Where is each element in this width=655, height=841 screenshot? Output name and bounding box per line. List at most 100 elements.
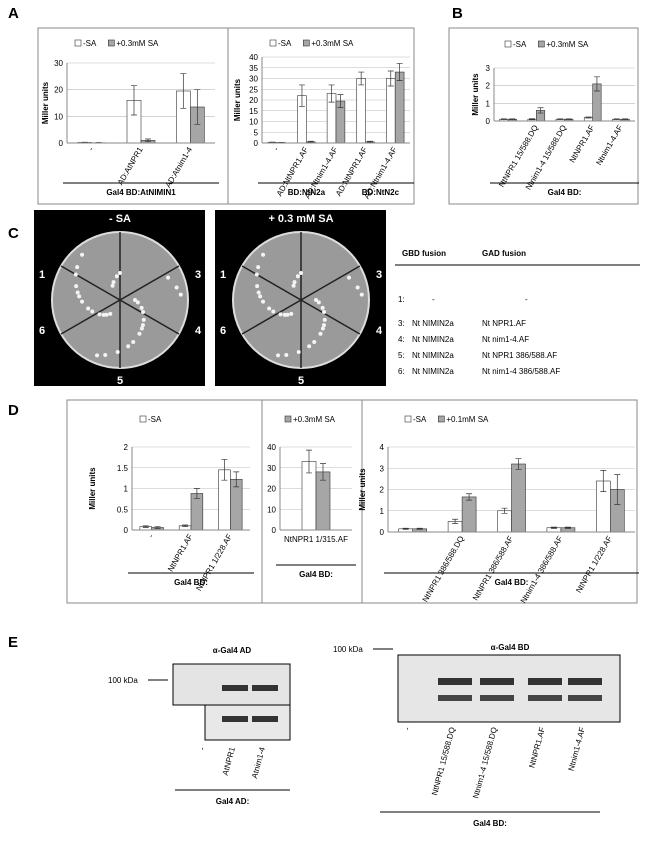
colony <box>322 310 327 315</box>
bar <box>190 493 204 531</box>
legend-swatch <box>504 40 512 48</box>
colony <box>75 290 80 295</box>
colony <box>118 271 122 275</box>
lane-label: Ntnim1-4 15/588.DQ <box>471 726 499 799</box>
y-axis-label: Miller units <box>41 81 50 124</box>
error-bar <box>328 84 335 103</box>
error-bar <box>452 518 459 524</box>
sector-number: 3 <box>195 269 201 281</box>
x-tick-label: Ntnim1-4 386/588.AF <box>519 534 565 604</box>
blot <box>172 663 291 706</box>
y-tick-label: 25 <box>249 85 258 94</box>
colony <box>261 252 266 257</box>
colony <box>284 353 289 358</box>
error-bar <box>358 71 365 86</box>
legend-label: +0.3mM SA <box>311 39 354 48</box>
error-bar <box>142 525 149 528</box>
error-bar <box>565 118 572 120</box>
error-bar <box>306 449 312 474</box>
y-tick-label: 2 <box>380 486 385 495</box>
bar <box>497 510 512 533</box>
y-tick-label: 10 <box>249 118 258 127</box>
colony <box>73 272 78 277</box>
error-bar <box>402 527 409 530</box>
legend-swatch <box>108 39 115 47</box>
colony <box>166 275 171 280</box>
panel-d-box <box>66 399 638 604</box>
plate-title: - SA <box>109 213 131 225</box>
legend-label: -SA <box>148 415 162 424</box>
sector-line <box>300 265 361 301</box>
y-tick-label: 15 <box>249 107 258 116</box>
colony <box>255 284 260 289</box>
colony <box>140 323 145 328</box>
y-tick-label: 30 <box>267 464 276 473</box>
colony <box>141 317 146 322</box>
y-tick-label: 0 <box>272 526 277 535</box>
y-tick-label: 0 <box>124 526 129 535</box>
y-axis-label: Miller units <box>471 73 480 116</box>
y-tick-label: 30 <box>249 75 258 84</box>
y-tick-label: 0 <box>254 139 259 148</box>
error-bar <box>600 470 607 492</box>
colony <box>321 323 326 328</box>
sector-number: 1 <box>39 269 45 281</box>
y-tick-label: 20 <box>267 485 276 494</box>
colony <box>178 292 183 297</box>
colony <box>256 265 261 270</box>
y-tick-label: 0 <box>59 139 64 148</box>
colony <box>103 353 108 358</box>
colony <box>114 274 119 279</box>
x-tick-label: - <box>271 145 280 152</box>
error-bar <box>593 76 600 92</box>
colony <box>141 310 146 315</box>
panel-a-box <box>37 27 415 205</box>
y-tick-label: 20 <box>54 86 63 95</box>
y-tick-label: 1 <box>124 485 129 494</box>
table-cell: Nt NIMIN2a <box>412 351 454 360</box>
y-axis-label: Miller units <box>88 467 97 510</box>
panel-label: D <box>8 402 19 419</box>
error-bar <box>585 116 592 119</box>
table-cell: 6: <box>398 367 405 376</box>
colony <box>314 298 318 302</box>
panel-b-box <box>448 27 639 205</box>
error-bar <box>557 118 564 120</box>
colony <box>296 349 301 354</box>
table-cell: Nt NPR1 386/588.AF <box>482 351 557 360</box>
y-tick-label: 0 <box>380 528 385 537</box>
legend-swatch <box>438 415 445 423</box>
colony <box>90 309 95 314</box>
bar <box>511 463 526 533</box>
error-bar <box>500 118 507 120</box>
table-cell: Nt NIMIN2a <box>412 335 454 344</box>
error-bar <box>396 63 403 81</box>
x-tick-label: AD:AtNPR1 <box>116 145 145 187</box>
group-label: Gal4 BD:AtNIMIN1 <box>106 188 176 197</box>
error-bar <box>193 488 200 499</box>
colony <box>355 285 360 290</box>
error-bar <box>515 458 522 470</box>
legend-label: +0.3mM SA <box>546 40 589 49</box>
legend-swatch <box>303 39 310 47</box>
colony <box>267 306 272 311</box>
legend-swatch <box>404 415 412 423</box>
colony <box>291 283 296 288</box>
colony <box>135 300 140 305</box>
error-bar <box>233 471 240 488</box>
error-bar <box>613 118 620 120</box>
colony <box>139 326 144 331</box>
table-cell: 4: <box>398 335 405 344</box>
sector-number: 1 <box>220 269 226 281</box>
table-cell: 1: <box>398 295 405 304</box>
legend-label: +0.3mM SA <box>293 415 336 424</box>
error-bar <box>221 459 228 481</box>
legend-label: +0.1mM SA <box>446 415 489 424</box>
band <box>438 678 472 685</box>
lane-label: - <box>198 746 207 751</box>
colony <box>285 312 290 317</box>
table-cell: Nt nim1-4 386/588.AF <box>482 367 560 376</box>
table-cell: Nt nim1-4.AF <box>482 335 529 344</box>
y-tick-label: 0.5 <box>117 505 129 514</box>
